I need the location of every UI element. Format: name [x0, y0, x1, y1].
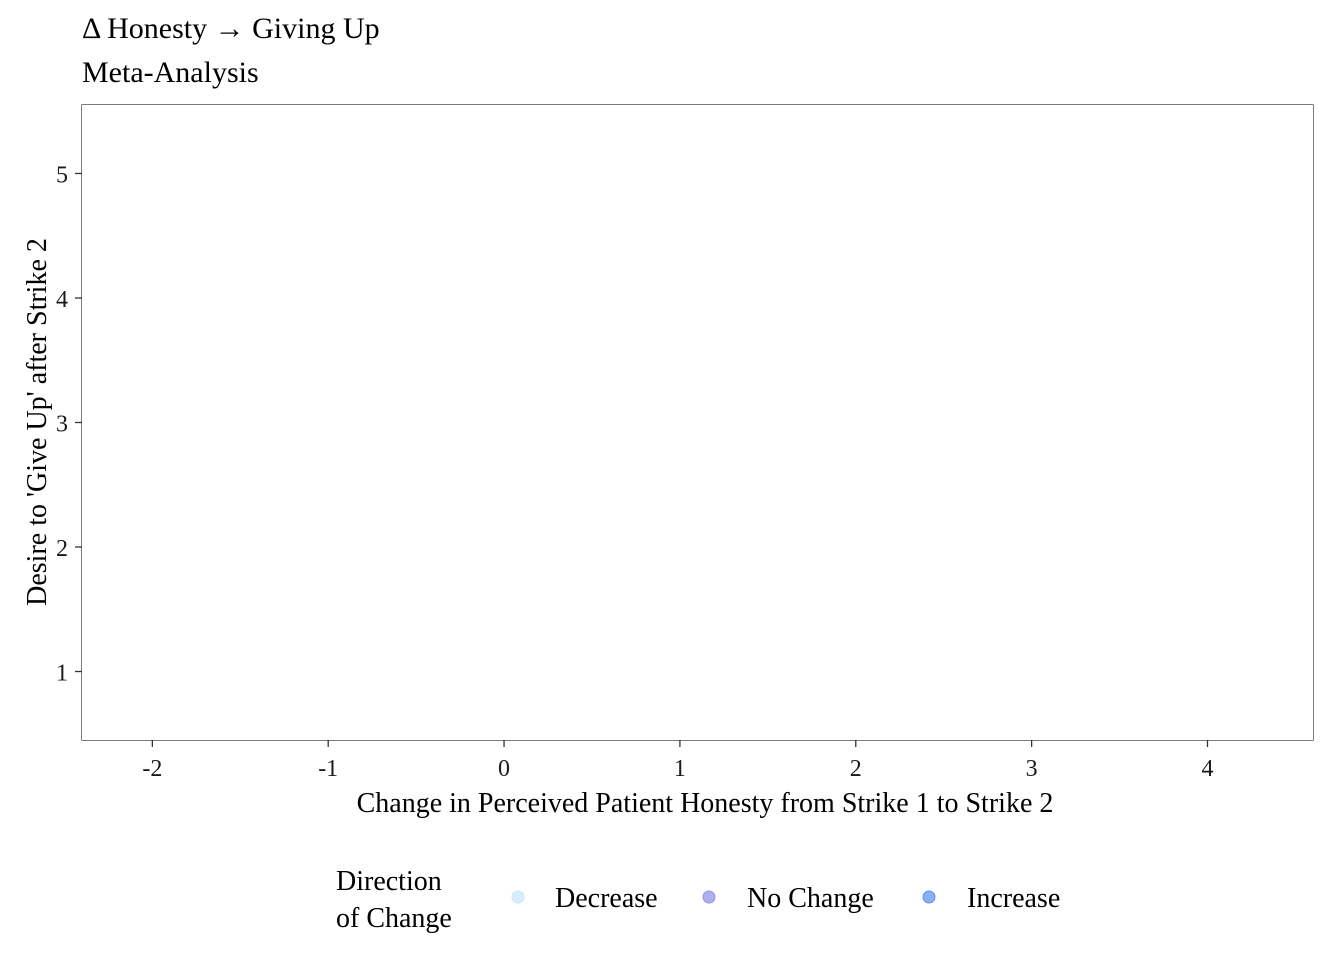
x-tick-label: -2 [142, 756, 162, 782]
x-axis: -2 -1 0 1 2 3 4 [142, 740, 1213, 782]
panel-fill [82, 105, 1313, 740]
x-axis-title: Change in Perceived Patient Honesty from… [357, 788, 1054, 819]
legend: Direction of Change Decrease No Change I… [336, 866, 1060, 934]
y-tick-label: 4 [56, 287, 68, 313]
y-axis: 1 2 3 4 5 [56, 162, 82, 687]
y-tick-label: 1 [56, 661, 68, 687]
plot-panel [81, 104, 1314, 741]
legend-key-increase [922, 890, 936, 904]
y-tick-label: 3 [56, 412, 68, 438]
x-tick-label: 2 [850, 756, 862, 782]
legend-key-decrease [511, 890, 525, 904]
x-tick-label: 1 [674, 756, 686, 782]
legend-title-line-2: of Change [336, 903, 452, 934]
y-axis-title: Desire to 'Give Up' after Strike 2 [22, 238, 53, 606]
x-tick-label: 0 [498, 756, 510, 782]
x-tick-label: 3 [1026, 756, 1038, 782]
chart-title: Δ Honesty → Giving Up [82, 12, 380, 45]
legend-title-line-1: Direction [336, 866, 442, 897]
y-tick-label: 2 [56, 536, 68, 562]
legend-label-increase: Increase [967, 883, 1060, 914]
x-tick-label: -1 [318, 756, 338, 782]
chart-subtitle: Meta-Analysis [82, 56, 259, 89]
legend-label-decrease: Decrease [555, 883, 658, 914]
y-tick-label: 5 [56, 162, 68, 188]
legend-label-no-change: No Change [747, 883, 874, 914]
legend-key-no-change [702, 890, 716, 904]
x-tick-label: 4 [1201, 756, 1213, 782]
